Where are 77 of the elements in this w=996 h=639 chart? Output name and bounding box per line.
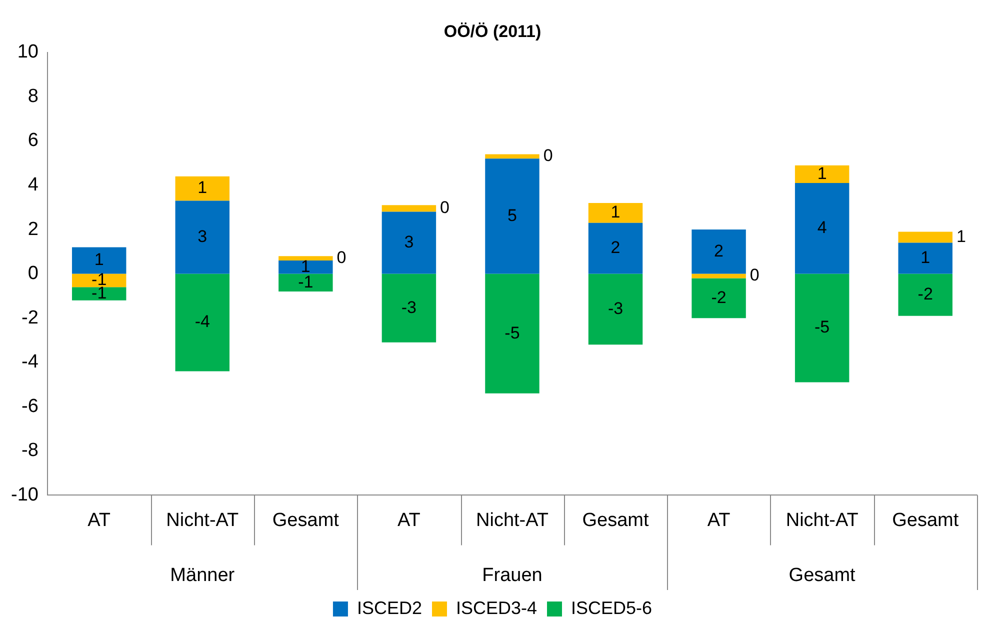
bar — [175, 200, 230, 274]
bar — [72, 274, 126, 288]
x-tick-label: Nicht-AT — [476, 510, 549, 531]
bar — [175, 274, 230, 372]
data-label: 2 — [714, 241, 724, 260]
data-label: 3 — [198, 226, 208, 246]
data-label: 1 — [198, 178, 208, 198]
x-tick-label: Gesamt — [892, 510, 960, 531]
bar — [278, 256, 333, 261]
y-tick-label: -4 — [22, 352, 39, 373]
data-label: -2 — [711, 288, 726, 307]
chart-title: OÖ/Ö (2011) — [444, 22, 542, 41]
y-tick-label: -2 — [22, 307, 38, 328]
data-label: 0 — [440, 198, 450, 218]
bar — [692, 274, 746, 278]
y-tick-label: 0 — [28, 263, 38, 284]
bar — [794, 183, 850, 274]
data-label: 4 — [817, 218, 827, 238]
data-label: 1 — [956, 226, 966, 246]
bar — [382, 205, 436, 212]
y-tick-label: 6 — [28, 130, 38, 152]
bar — [175, 176, 230, 201]
bar — [898, 274, 952, 316]
bar — [898, 242, 952, 274]
bar — [485, 154, 540, 159]
data-label: 0 — [336, 248, 346, 267]
data-label: 1 — [610, 202, 620, 222]
bar — [72, 247, 126, 274]
x-tick-label: Gesamt — [272, 510, 340, 531]
x-tick-label: AT — [707, 510, 731, 531]
x-tick-label: Gesamt — [582, 510, 650, 531]
bar — [72, 287, 126, 300]
bar — [278, 274, 333, 292]
data-label: 1 — [94, 250, 104, 270]
text: Gesamt — [788, 565, 856, 586]
bar — [692, 278, 746, 318]
x-tick-label: AT — [398, 510, 421, 531]
bar — [692, 230, 746, 274]
bar — [588, 274, 643, 345]
x-tick-label: Nicht-AT — [786, 510, 859, 531]
bar — [794, 165, 850, 184]
y-tick-label: 8 — [28, 86, 38, 107]
data-label: 5 — [507, 206, 517, 225]
data-label: 3 — [404, 232, 414, 252]
bar — [485, 158, 540, 274]
data-label: 1 — [817, 164, 827, 183]
data-label: 0 — [750, 266, 760, 285]
text: Männer — [170, 565, 236, 586]
bar — [382, 212, 436, 274]
bar — [382, 274, 436, 342]
data-label: -5 — [814, 318, 830, 337]
bar — [485, 274, 540, 394]
bar — [794, 274, 850, 382]
y-tick-label: -10 — [10, 484, 38, 506]
bar — [588, 222, 643, 274]
y-tick-label: 4 — [28, 174, 39, 196]
x-tick-label: Nicht-AT — [166, 510, 240, 531]
data-label: -4 — [194, 312, 210, 332]
data-label: -5 — [504, 323, 520, 342]
y-tick-label: 10 — [17, 42, 38, 63]
data-label: -3 — [401, 298, 417, 317]
data-label: -2 — [918, 284, 933, 304]
legend-label: ISCED3-4 — [456, 598, 538, 618]
y-tick-label: -8 — [22, 440, 38, 462]
data-label: -3 — [608, 298, 624, 318]
bar — [278, 260, 333, 274]
legend-label: ISCED2 — [356, 598, 422, 618]
bar — [588, 202, 643, 223]
data-label: 1 — [920, 248, 930, 267]
text: Frauen — [482, 565, 542, 586]
bar — [898, 232, 952, 243]
y-tick-label: 2 — [28, 218, 38, 240]
data-label: 2 — [610, 238, 620, 258]
legend-label: ISCED5-6 — [571, 598, 652, 618]
y-tick-label: -6 — [22, 396, 38, 417]
x-tick-label: AT — [88, 510, 111, 531]
data-label: 0 — [543, 146, 553, 166]
